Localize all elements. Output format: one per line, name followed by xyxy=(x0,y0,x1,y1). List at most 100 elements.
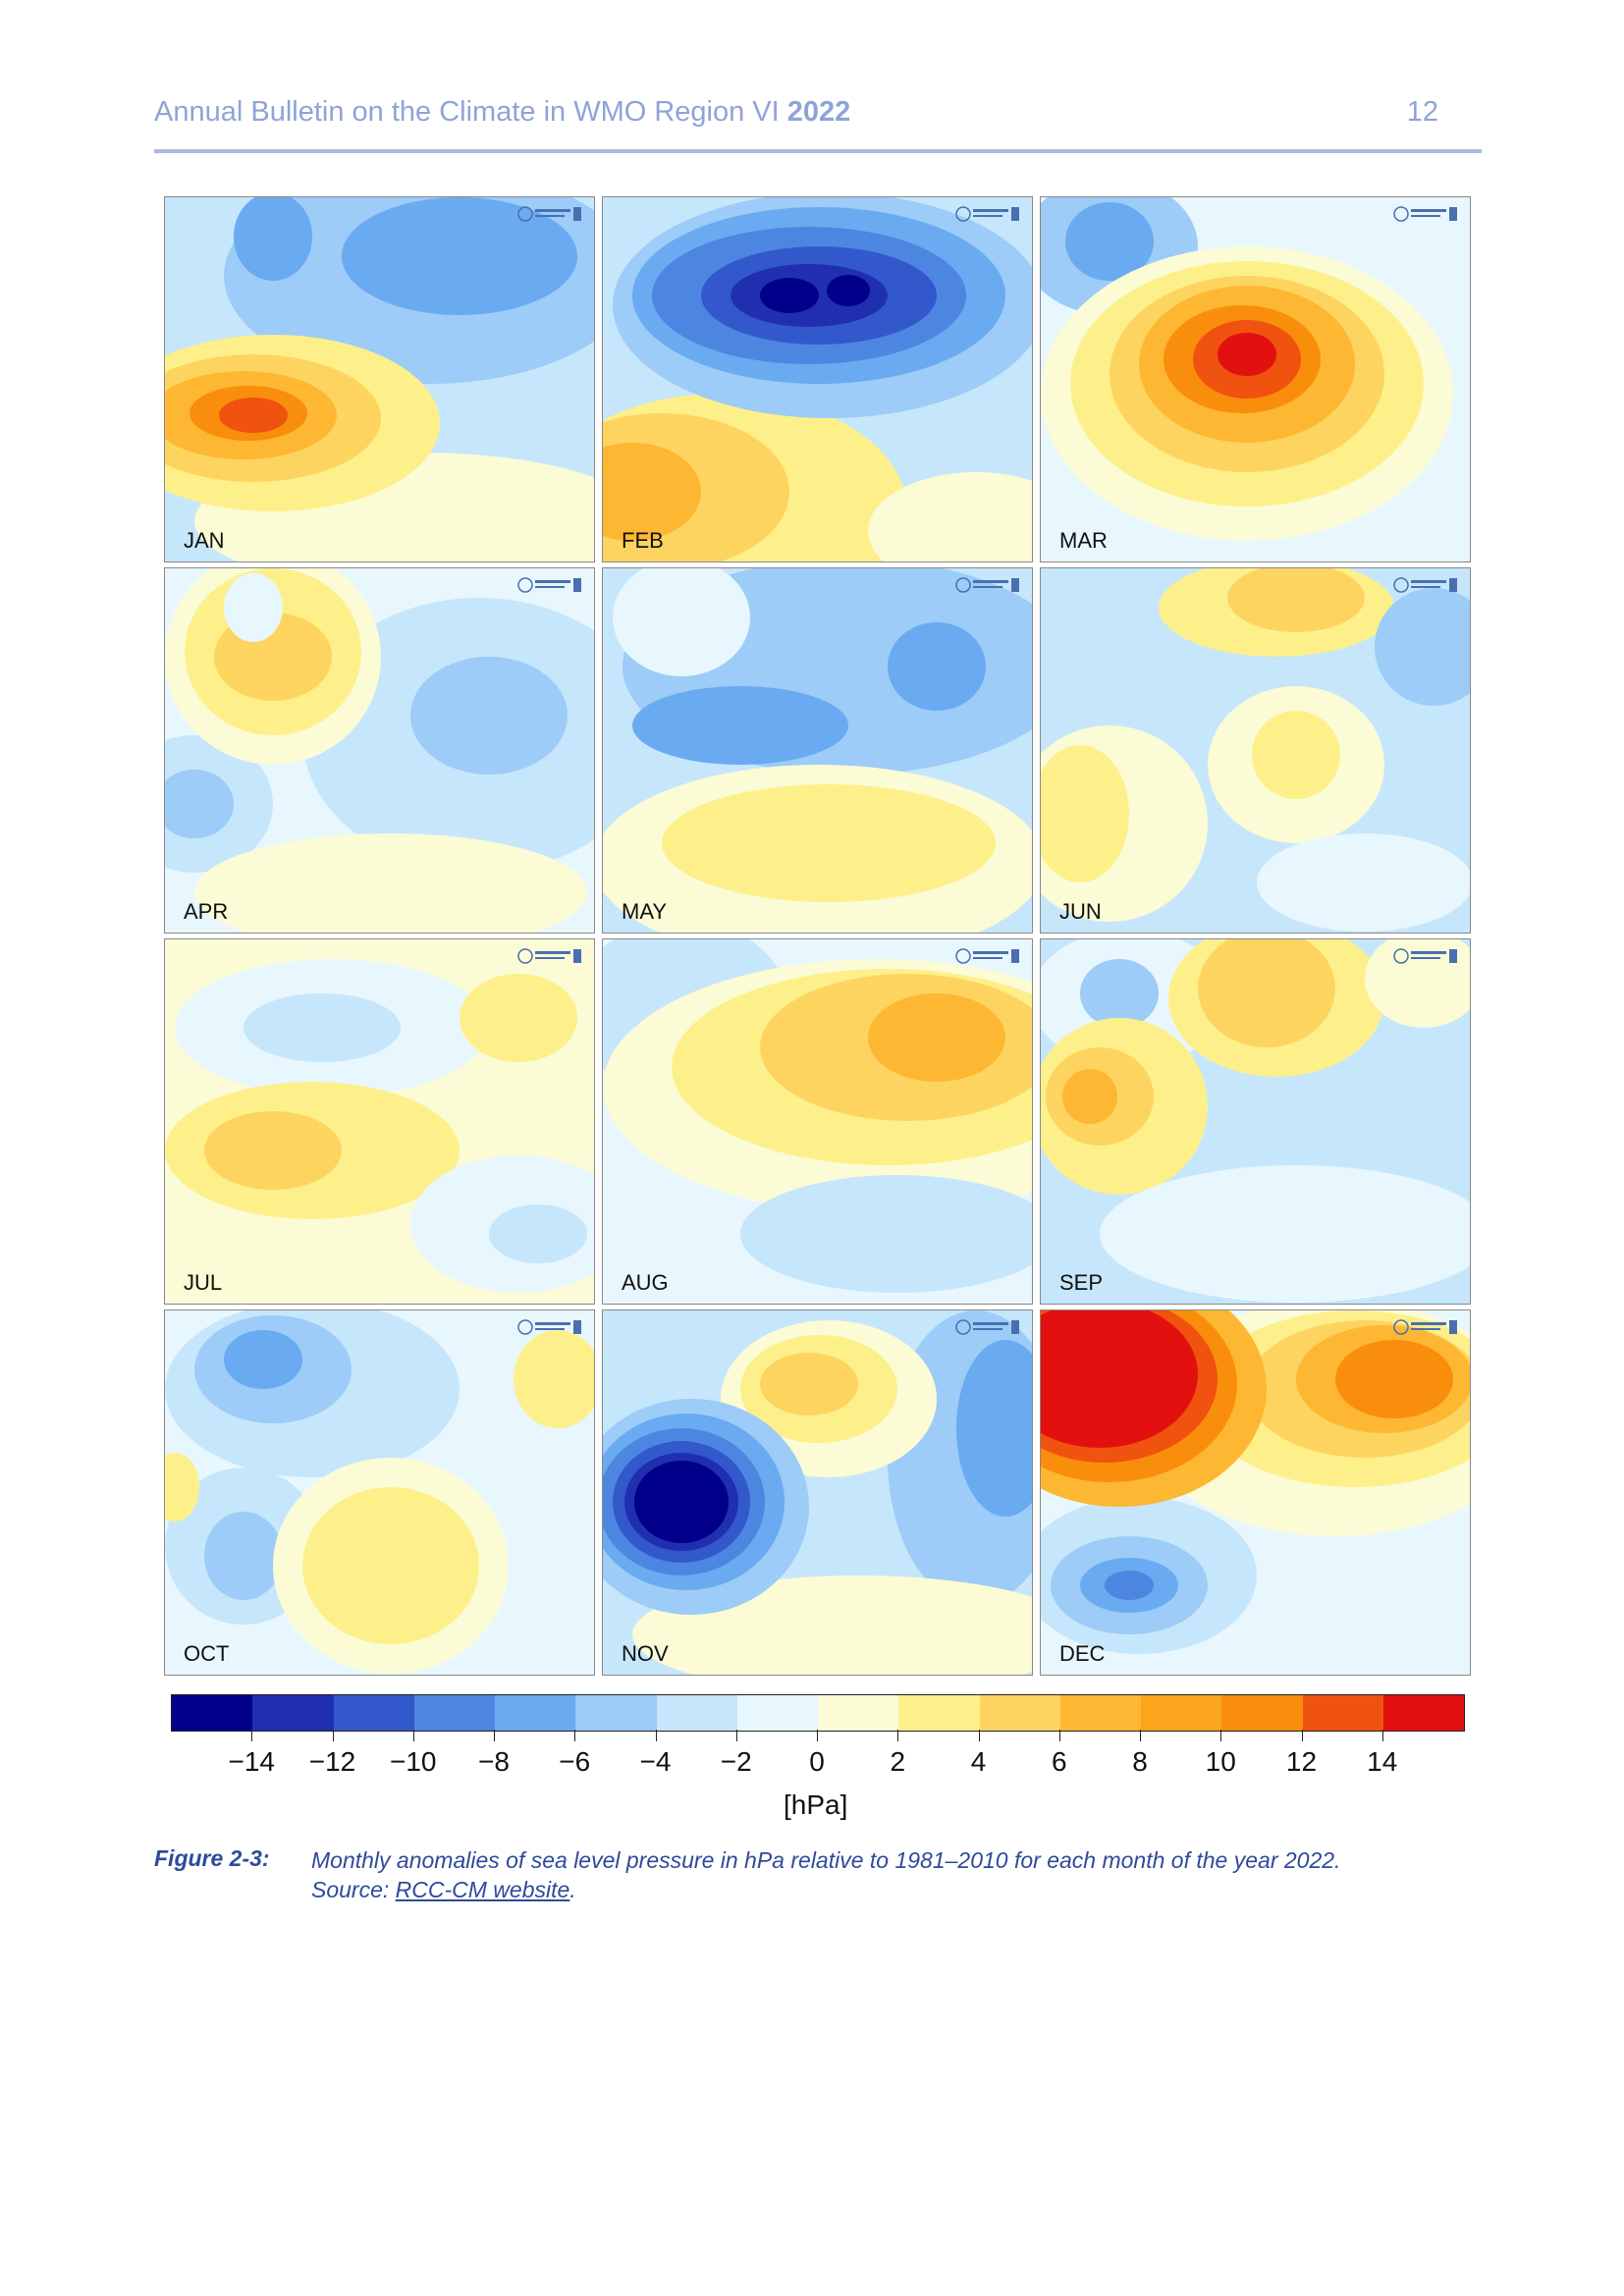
colorbar-tick-label: −14 xyxy=(228,1746,276,1777)
nov-anomaly-map xyxy=(603,1310,1032,1675)
colorbar xyxy=(171,1694,1465,1732)
colorbar-segment xyxy=(252,1695,334,1731)
wmo-logo xyxy=(955,948,1019,964)
colorbar-tick xyxy=(1301,1730,1303,1741)
colorbar-tick xyxy=(897,1730,899,1741)
colorbar-unit: [hPa] xyxy=(784,1789,848,1820)
month-label: MAR xyxy=(1059,528,1108,553)
colorbar-tick xyxy=(1058,1730,1060,1741)
map-panel-jun: JUN xyxy=(1040,567,1471,934)
month-label: JAN xyxy=(184,528,225,553)
map-panel-sep: SEP xyxy=(1040,938,1471,1305)
colorbar-tick-label: 14 xyxy=(1367,1746,1398,1777)
caption-label: Figure 2-3: xyxy=(154,1845,270,1871)
colorbar-tick xyxy=(978,1730,980,1741)
colorbar-tick xyxy=(735,1730,737,1741)
colorbar-segment xyxy=(818,1695,899,1731)
colorbar-tick xyxy=(494,1730,495,1741)
month-label: JUL xyxy=(184,1270,223,1295)
colorbar-segment xyxy=(1302,1695,1383,1731)
colorbar-tick xyxy=(655,1730,657,1741)
colorbar-tick-label: 4 xyxy=(970,1746,987,1777)
month-label: NOV xyxy=(622,1641,669,1666)
dec-anomaly-map xyxy=(1041,1310,1470,1675)
colorbar-tick xyxy=(251,1730,253,1741)
rcc-cm-website-link[interactable]: RCC-CM website xyxy=(395,1877,570,1902)
page-header: Annual Bulletin on the Climate in WMO Re… xyxy=(154,94,1482,153)
colorbar-tick xyxy=(817,1730,818,1741)
colorbar-tick-label: 8 xyxy=(1132,1746,1148,1777)
map-panel-oct: OCT xyxy=(164,1309,595,1676)
wmo-logo xyxy=(1393,206,1457,222)
oct-anomaly-map xyxy=(165,1310,594,1675)
colorbar-tick-label: 10 xyxy=(1205,1746,1236,1777)
colorbar-tick xyxy=(574,1730,576,1741)
month-label: DEC xyxy=(1059,1641,1106,1666)
apr-anomaly-map xyxy=(165,568,594,933)
colorbar-segment xyxy=(736,1695,818,1731)
colorbar-tick-label: 6 xyxy=(1051,1746,1067,1777)
wmo-logo xyxy=(517,948,581,964)
colorbar-tick xyxy=(412,1730,414,1741)
wmo-logo xyxy=(517,1319,581,1335)
wmo-logo xyxy=(955,206,1019,222)
wmo-logo xyxy=(955,577,1019,593)
map-panel-jan: JAN xyxy=(164,196,595,562)
map-panel-apr: APR xyxy=(164,567,595,934)
map-panel-dec: DEC xyxy=(1040,1309,1471,1676)
colorbar-segment xyxy=(1382,1695,1464,1731)
month-label: MAY xyxy=(622,899,668,924)
wmo-logo xyxy=(517,206,581,222)
map-panel-jul: JUL xyxy=(164,938,595,1305)
month-label: FEB xyxy=(622,528,664,553)
anomaly-map-grid: JAN FEB xyxy=(164,196,1471,1676)
map-panel-feb: FEB xyxy=(602,196,1033,562)
map-panel-may: MAY xyxy=(602,567,1033,934)
map-panel-nov: NOV xyxy=(602,1309,1033,1676)
month-label: OCT xyxy=(184,1641,230,1666)
wmo-logo xyxy=(1393,1319,1457,1335)
colorbar-tick-label: −8 xyxy=(478,1746,510,1777)
feb-anomaly-map xyxy=(603,197,1032,561)
colorbar-segment xyxy=(333,1695,414,1731)
map-panel-mar: MAR xyxy=(1040,196,1471,562)
colorbar-segment xyxy=(656,1695,737,1731)
wmo-logo xyxy=(517,577,581,593)
month-label: SEP xyxy=(1059,1270,1104,1295)
colorbar-tick-label: −2 xyxy=(720,1746,752,1777)
page-number: 12 xyxy=(1406,96,1438,128)
wmo-logo xyxy=(955,1319,1019,1335)
colorbar-tick-label: −10 xyxy=(390,1746,437,1777)
colorbar-tick-label: −12 xyxy=(308,1746,356,1777)
wmo-logo xyxy=(1393,948,1457,964)
colorbar-ticks: −14 −12 −10 −8 −6 −4 −2 0 2 4 6 8 10 12 14 xyxy=(171,1730,1463,1789)
colorbar-segment xyxy=(413,1695,495,1731)
colorbar-segment xyxy=(172,1695,253,1731)
jun-anomaly-map xyxy=(1041,568,1470,933)
month-label: APR xyxy=(184,899,229,924)
colorbar-tick xyxy=(1220,1730,1222,1741)
colorbar-segment xyxy=(575,1695,657,1731)
colorbar-segment xyxy=(979,1695,1060,1731)
colorbar-tick-label: 12 xyxy=(1285,1746,1318,1777)
month-label: JUN xyxy=(1059,899,1102,924)
colorbar-segment xyxy=(1221,1695,1303,1731)
aug-anomaly-map xyxy=(603,939,1032,1304)
sep-anomaly-map xyxy=(1041,939,1470,1304)
colorbar-tick xyxy=(1381,1730,1383,1741)
may-anomaly-map xyxy=(603,568,1032,933)
colorbar-segment xyxy=(495,1695,576,1731)
colorbar-segment xyxy=(1059,1695,1141,1731)
colorbar-tick xyxy=(1140,1730,1141,1741)
mar-anomaly-map xyxy=(1041,197,1470,561)
header-title: Annual Bulletin on the Climate in WMO Re… xyxy=(154,96,851,128)
month-label: AUG xyxy=(622,1270,669,1295)
colorbar-tick-label: 0 xyxy=(809,1746,825,1777)
colorbar-tick-label: −4 xyxy=(639,1746,672,1777)
jan-anomaly-map xyxy=(165,197,594,561)
colorbar-tick xyxy=(332,1730,334,1741)
colorbar-segment xyxy=(898,1695,980,1731)
caption-text: Monthly anomalies of sea level pressure … xyxy=(311,1847,1341,1902)
colorbar-segment xyxy=(1141,1695,1222,1731)
colorbar-tick-label: −6 xyxy=(559,1746,591,1777)
